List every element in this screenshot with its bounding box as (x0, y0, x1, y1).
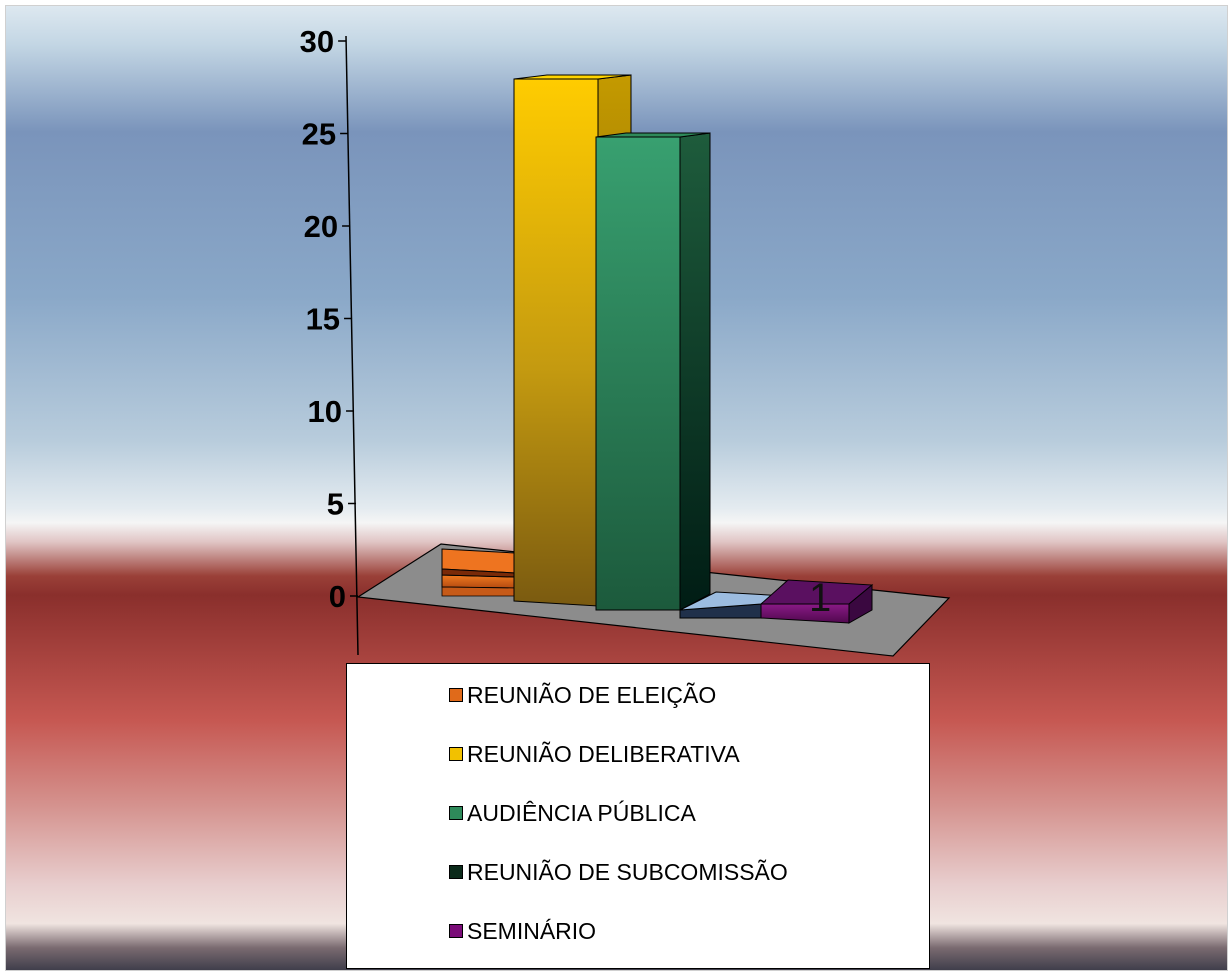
legend-swatch (449, 865, 463, 879)
bar-audiencia-publica (595, 132, 711, 611)
chart-area: 0 5 10 15 20 25 30 1 (5, 5, 1228, 971)
legend-item: SEMINÁRIO (449, 916, 596, 946)
y-tick-label: 30 (300, 24, 334, 59)
chart-legend: REUNIÃO DE ELEIÇÃO REUNIÃO DELIBERATIVA … (346, 663, 930, 969)
legend-item: REUNIÃO DELIBERATIVA (449, 739, 740, 769)
data-label-seminario: 1 (809, 576, 831, 620)
legend-swatch (449, 688, 463, 702)
bar-reuniao-de-subcomissao (679, 591, 787, 619)
legend-label: REUNIÃO DELIBERATIVA (467, 740, 740, 767)
y-tick-label: 20 (304, 209, 338, 244)
legend-label: SEMINÁRIO (467, 917, 597, 944)
y-tick-label: 15 (306, 302, 340, 337)
y-tick-label: 0 (329, 579, 346, 614)
legend-swatch (449, 924, 463, 938)
y-tick-label: 5 (327, 487, 344, 522)
bar-reuniao-de-eleicao (441, 548, 516, 597)
y-axis-ticks: 0 5 10 15 20 25 30 (300, 24, 358, 614)
legend-label: REUNIÃO DE ELEIÇÃO (467, 681, 717, 708)
y-axis-line (345, 35, 359, 656)
y-tick-label: 25 (302, 117, 336, 152)
y-tick-label: 10 (308, 394, 342, 429)
legend-swatch (449, 806, 463, 820)
legend-item: REUNIÃO DE ELEIÇÃO (449, 680, 716, 710)
bar-seminario (759, 579, 874, 624)
legend-item: REUNIÃO DE SUBCOMISSÃO (449, 857, 788, 887)
legend-label: AUDIÊNCIA PÚBLICA (467, 799, 696, 826)
legend-label: REUNIÃO DE SUBCOMISSÃO (467, 858, 788, 885)
legend-item: AUDIÊNCIA PÚBLICA (449, 798, 696, 828)
legend-swatch (449, 747, 463, 761)
